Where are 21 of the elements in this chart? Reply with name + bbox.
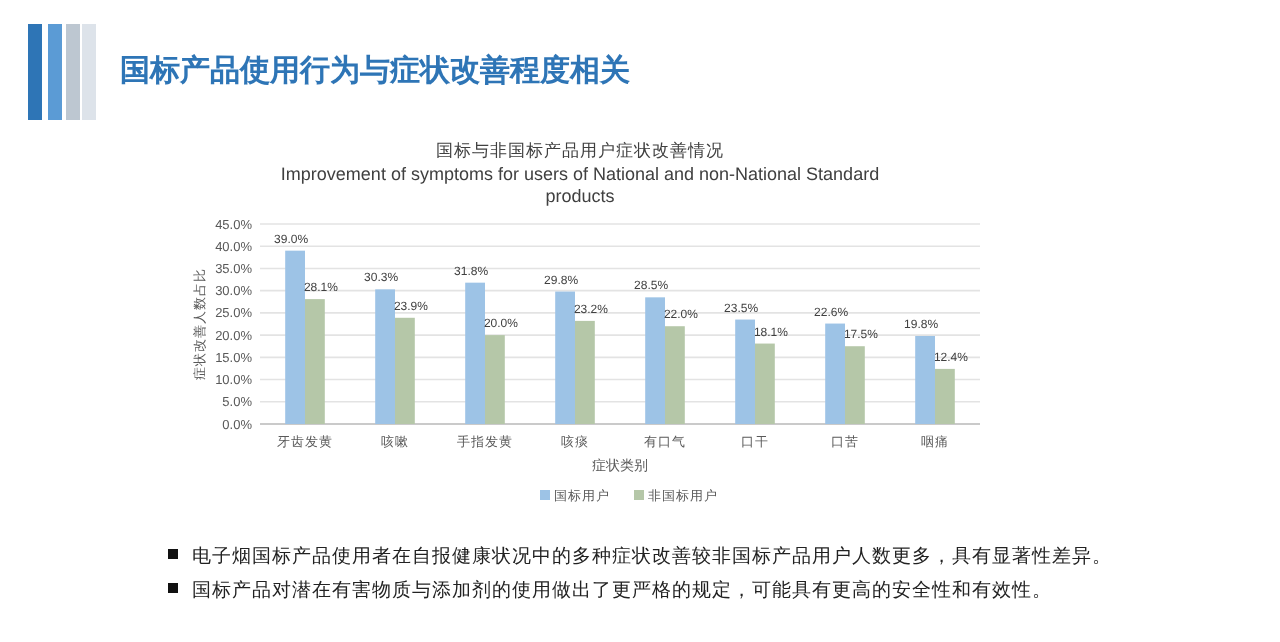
bar xyxy=(555,291,575,424)
bar xyxy=(665,326,685,424)
text: 国标产品对潜在有害物质与添加剂的使用做出了更严格的规定，可能具有更高的安全性和有效性。 xyxy=(192,578,1052,602)
bar xyxy=(285,250,305,424)
bar xyxy=(395,317,415,424)
bar xyxy=(845,346,865,424)
bar xyxy=(305,299,325,424)
bar xyxy=(575,320,595,424)
bar xyxy=(465,282,485,424)
bar xyxy=(935,368,955,424)
bar xyxy=(645,297,665,424)
bar xyxy=(825,323,845,424)
chart-title: 国标产品使用行为与症状改善程度相关 xyxy=(120,52,630,88)
bar xyxy=(485,335,505,424)
bar xyxy=(375,289,395,424)
text: Improvement of symptoms for users of National and non-National Standard products xyxy=(280,164,880,206)
bar xyxy=(915,336,935,424)
chart-subtitle: 国标与非国标产品用户症状改善情况 xyxy=(436,140,724,160)
text: 电子烟国标产品使用者在自报健康状况中的多种症状改善较非国标产品用户人数更多，具有显著性差异。 xyxy=(192,544,1112,568)
bar xyxy=(755,343,775,424)
bar xyxy=(735,319,755,424)
